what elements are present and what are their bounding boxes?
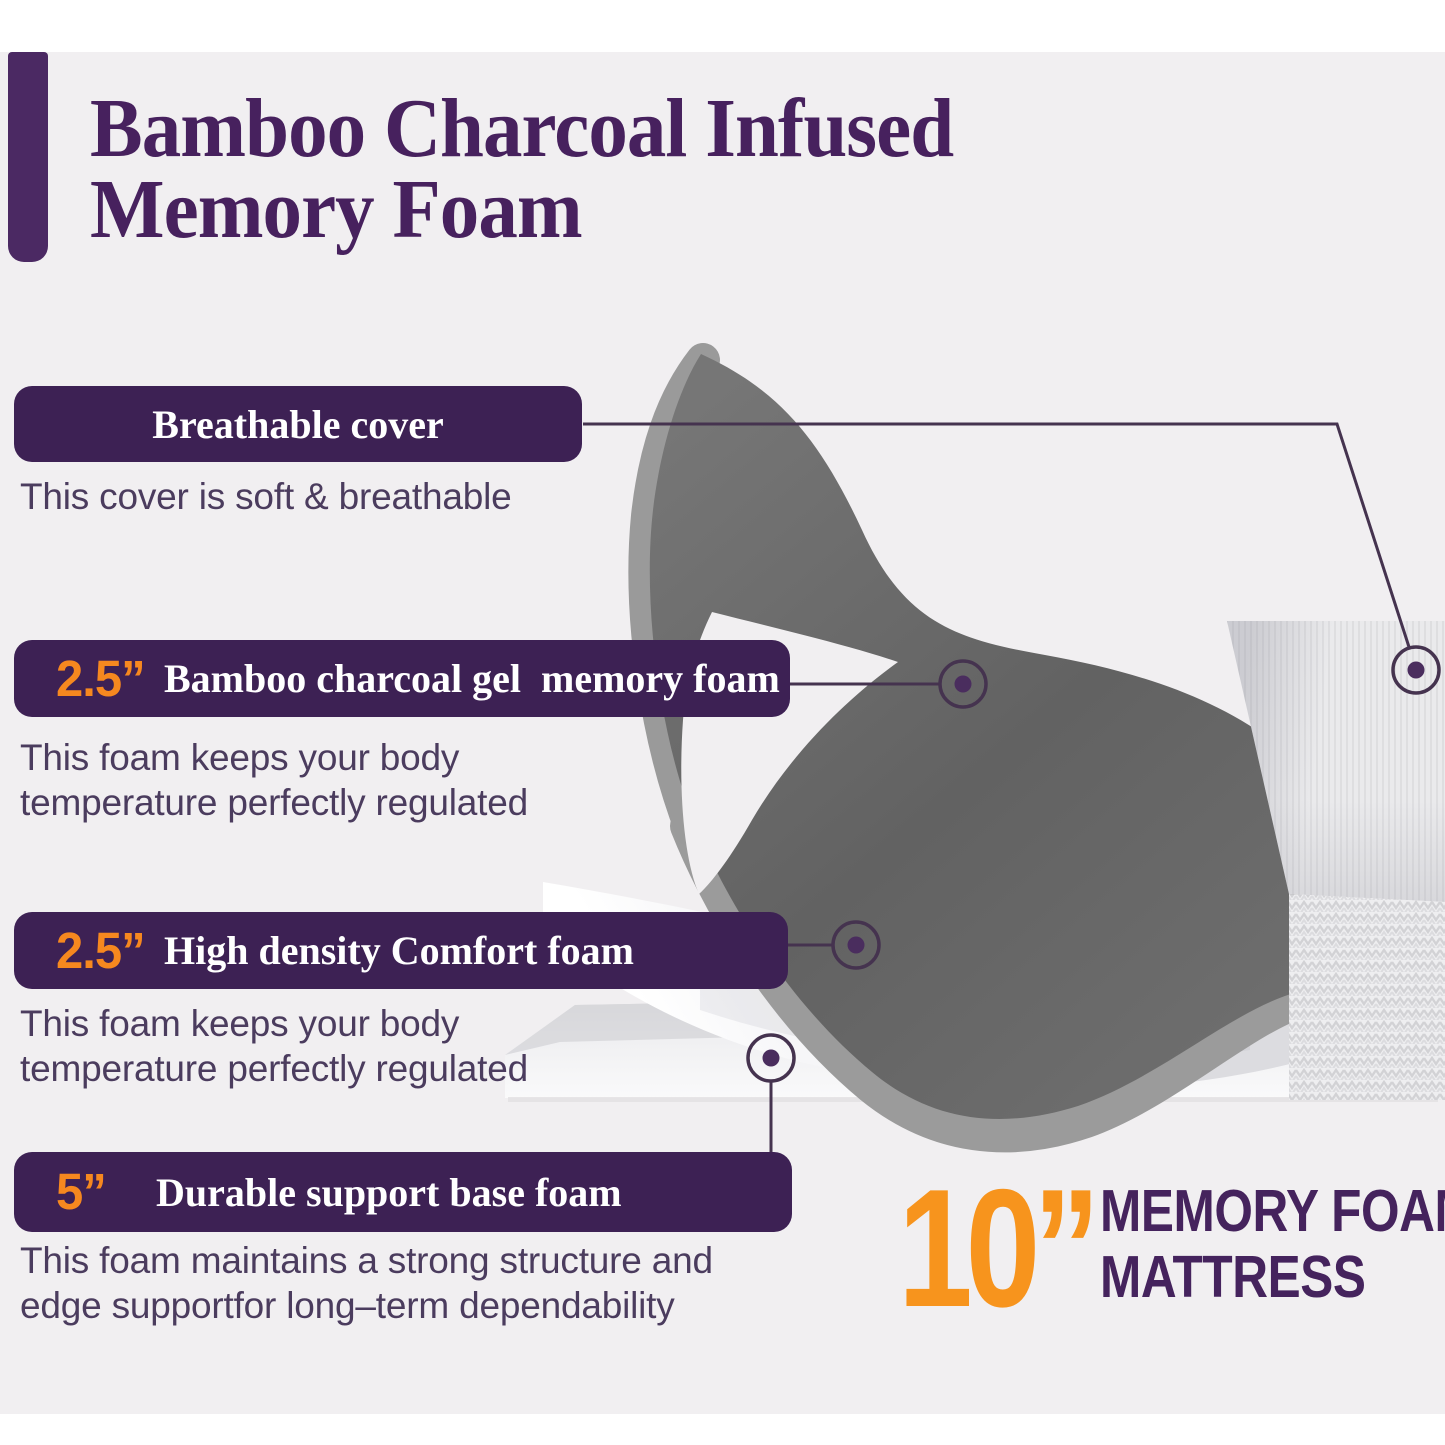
cover-target-dot-icon xyxy=(1391,645,1441,695)
memory-foam-left-edge xyxy=(628,343,720,847)
base-foam-label: Durable support base foam xyxy=(156,1169,622,1215)
comfort-foam-target-dot-icon xyxy=(831,920,881,970)
total-thickness-label: MEMORY FOAM MATTRESS xyxy=(1100,1178,1445,1310)
callout-connectors xyxy=(583,422,1411,1152)
callout-targets xyxy=(746,645,1441,1083)
memory-foam-label: Bamboo charcoal gel memory foam xyxy=(164,656,780,701)
comfort-foam-description: This foam keeps your body temperature pe… xyxy=(20,1003,528,1089)
cover-connector-line xyxy=(583,422,1411,648)
page-title: Bamboo Charcoal Infused Memory Foam xyxy=(90,82,1218,256)
callout-base-foam: 5” Durable support base foam xyxy=(14,1152,792,1232)
comfort-foam-thickness: 2.5” xyxy=(56,922,146,979)
memory-foam-thickness: 2.5” xyxy=(56,650,146,707)
callout-memory-foam: 2.5” Bamboo charcoal gel memory foam xyxy=(14,640,790,717)
callout-breathable-cover: Breathable cover xyxy=(14,386,582,462)
breathable-cover-description: This cover is soft & breathable xyxy=(20,476,512,517)
total-thickness-value: 10” xyxy=(898,1154,1100,1342)
memory-foam-layer xyxy=(649,354,1298,1120)
page-title-line1: Bamboo Charcoal Infused xyxy=(90,82,954,175)
cover-front-face xyxy=(1289,894,1445,1100)
base-foam-description: This foam maintains a strong structure a… xyxy=(20,1240,713,1326)
mattress-cover xyxy=(1227,621,1445,1100)
breathable-cover-label: Breathable cover xyxy=(152,401,444,447)
memory-foam-target-dot-icon xyxy=(938,659,988,709)
page-title-line2: Memory Foam xyxy=(90,163,583,256)
title-accent-bar xyxy=(8,52,48,262)
base-foam-thickness: 5” xyxy=(56,1163,107,1221)
comfort-foam-label: High density Comfort foam xyxy=(164,928,634,973)
callout-comfort-foam: 2.5” High density Comfort foam xyxy=(14,912,788,989)
base-foam-target-dot-icon xyxy=(746,1033,796,1083)
memory-foam-description: This foam keeps your body temperature pe… xyxy=(20,737,528,823)
